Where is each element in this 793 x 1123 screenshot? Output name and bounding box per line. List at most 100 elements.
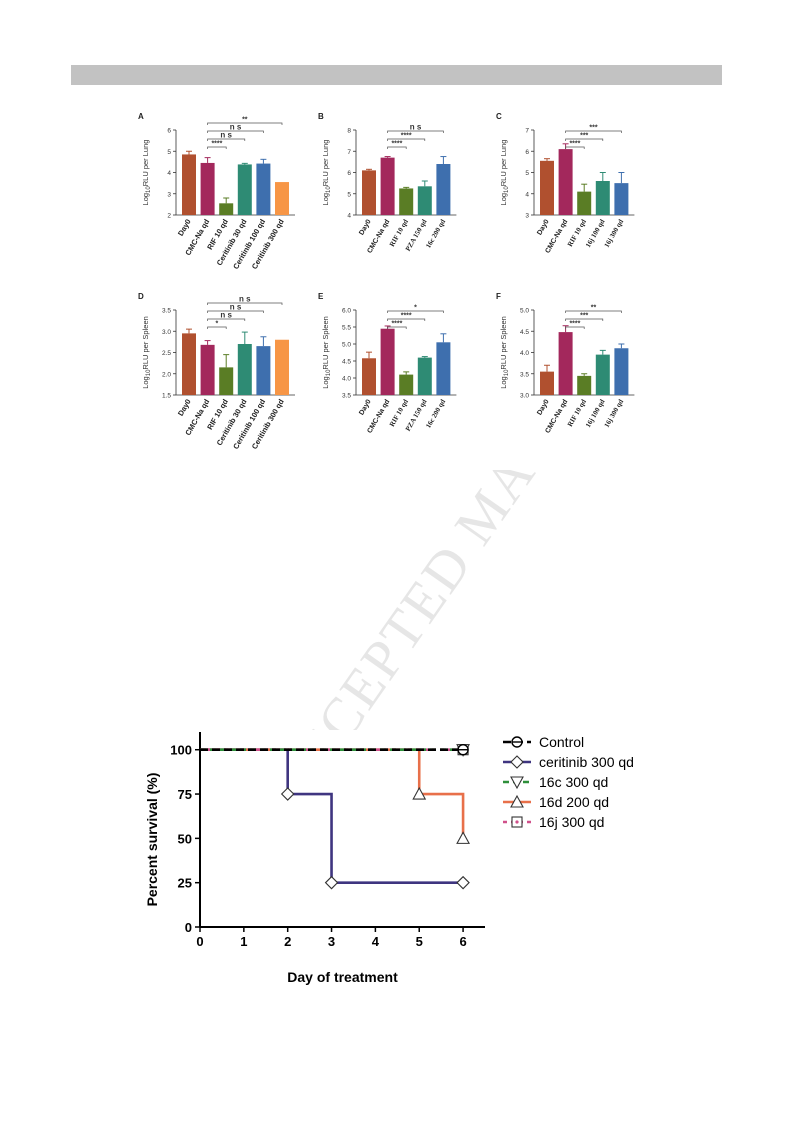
legend-marker [510, 794, 524, 808]
bar [417, 357, 432, 395]
category-label: Day0 [536, 218, 550, 236]
significance-bracket [207, 318, 246, 321]
significance-bracket [387, 318, 426, 321]
significance-bracket [565, 138, 604, 141]
y-axis-label: Log10RLU per Lung [321, 140, 332, 206]
y-tick-label: 2.5 [162, 350, 171, 357]
bar [200, 162, 215, 215]
significance-bracket [387, 326, 407, 329]
y-tick-label: 3 [525, 213, 529, 220]
y-tick-label: 4.0 [520, 350, 529, 357]
y-tick-label: 4 [167, 170, 171, 177]
y-tick-label: 100 [170, 743, 192, 758]
significance-bracket [387, 310, 444, 313]
y-tick-label: 3 [167, 191, 171, 198]
bar [275, 339, 289, 395]
bar [237, 164, 252, 215]
significance-label: **** [569, 321, 580, 328]
y-tick-label: 3.5 [520, 371, 529, 378]
significance-bracket [387, 146, 407, 149]
y-tick-label: 7 [525, 128, 529, 135]
header-bar [71, 65, 722, 85]
legend-label: ceritinib 300 qd [539, 754, 634, 770]
bar [558, 332, 573, 395]
x-axis-label: Day of treatment [287, 969, 398, 985]
significance-label: ** [242, 117, 248, 124]
y-tick-label: 5 [167, 149, 171, 156]
significance-bracket [207, 326, 227, 329]
y-tick-label: 6 [525, 149, 529, 156]
bar [256, 346, 271, 395]
y-axis-label: Log10RLU per Lung [141, 140, 152, 206]
bar [614, 348, 629, 395]
bar [200, 344, 215, 395]
significance-label: **** [391, 141, 402, 148]
y-tick-label: 5.0 [520, 308, 529, 315]
bar [275, 182, 289, 215]
y-tick-label: 4.0 [342, 376, 351, 383]
y-tick-label: 2 [167, 213, 171, 220]
significance-label: **** [211, 141, 222, 148]
y-axis-label: Log10RLU per Spleen [321, 316, 332, 389]
bar [540, 160, 554, 215]
significance-label: n s [220, 131, 232, 140]
survival-line [200, 748, 464, 884]
significance-label: **** [401, 313, 412, 320]
bar [182, 333, 196, 395]
legend-label: 16c 300 qd [539, 774, 608, 790]
significance-bracket [207, 310, 264, 313]
y-tick-label: 50 [178, 831, 192, 846]
significance-label: *** [580, 133, 588, 140]
bar [577, 191, 592, 215]
bar [595, 181, 610, 215]
bar [399, 374, 414, 395]
y-axis-label: Log10RLU per Spleen [499, 316, 510, 389]
survival-marker [456, 831, 471, 844]
significance-label: **** [401, 133, 412, 140]
series-3 [200, 748, 471, 844]
y-tick-label: 5.0 [342, 342, 351, 349]
y-tick-label: 2.0 [162, 371, 171, 378]
x-tick-label: 2 [284, 934, 291, 949]
significance-bracket [207, 146, 227, 149]
category-label: Day0 [176, 218, 193, 238]
significance-bracket [565, 146, 585, 149]
significance-label: n s [230, 303, 242, 312]
bar [399, 188, 414, 215]
watermark: ACCEPTED MANUSCRIPT [250, 208, 713, 819]
significance-label: * [216, 321, 219, 328]
y-tick-label: 4 [347, 213, 351, 220]
y-tick-label: 5.5 [342, 325, 351, 332]
bar [436, 164, 451, 215]
y-axis-label: Log10RLU per Spleen [141, 316, 152, 389]
y-tick-label: 3.5 [342, 393, 351, 400]
bar [380, 157, 395, 215]
legend-label: 16j 300 qd [539, 814, 604, 830]
category-label: Day0 [358, 398, 372, 416]
bar [558, 149, 573, 215]
panel-label: B [318, 112, 324, 121]
x-tick-label: 4 [372, 934, 380, 949]
significance-label: n s [239, 295, 251, 304]
survival-marker [412, 786, 427, 800]
y-axis-label: Percent survival (%) [144, 773, 160, 907]
bar [182, 154, 196, 215]
significance-bracket [207, 122, 283, 125]
legend-label: Control [539, 734, 584, 750]
x-tick-label: 6 [459, 934, 466, 949]
y-tick-label: 6.0 [342, 308, 351, 315]
bar [540, 371, 554, 395]
panel-label: D [138, 292, 144, 301]
y-tick-label: 5 [525, 170, 529, 177]
panel-label: F [496, 292, 501, 301]
significance-label: n s [410, 123, 422, 132]
y-tick-label: 3.5 [162, 308, 171, 315]
bar [362, 170, 376, 215]
significance-bracket [207, 138, 246, 141]
survival-chart: 0 1 2 3 4 5 6 0 25 50 75 100 Day of treatment Percent… [144, 732, 634, 985]
watermark-svg: ACCEPTED MANUSCRIPT [259, 208, 713, 819]
